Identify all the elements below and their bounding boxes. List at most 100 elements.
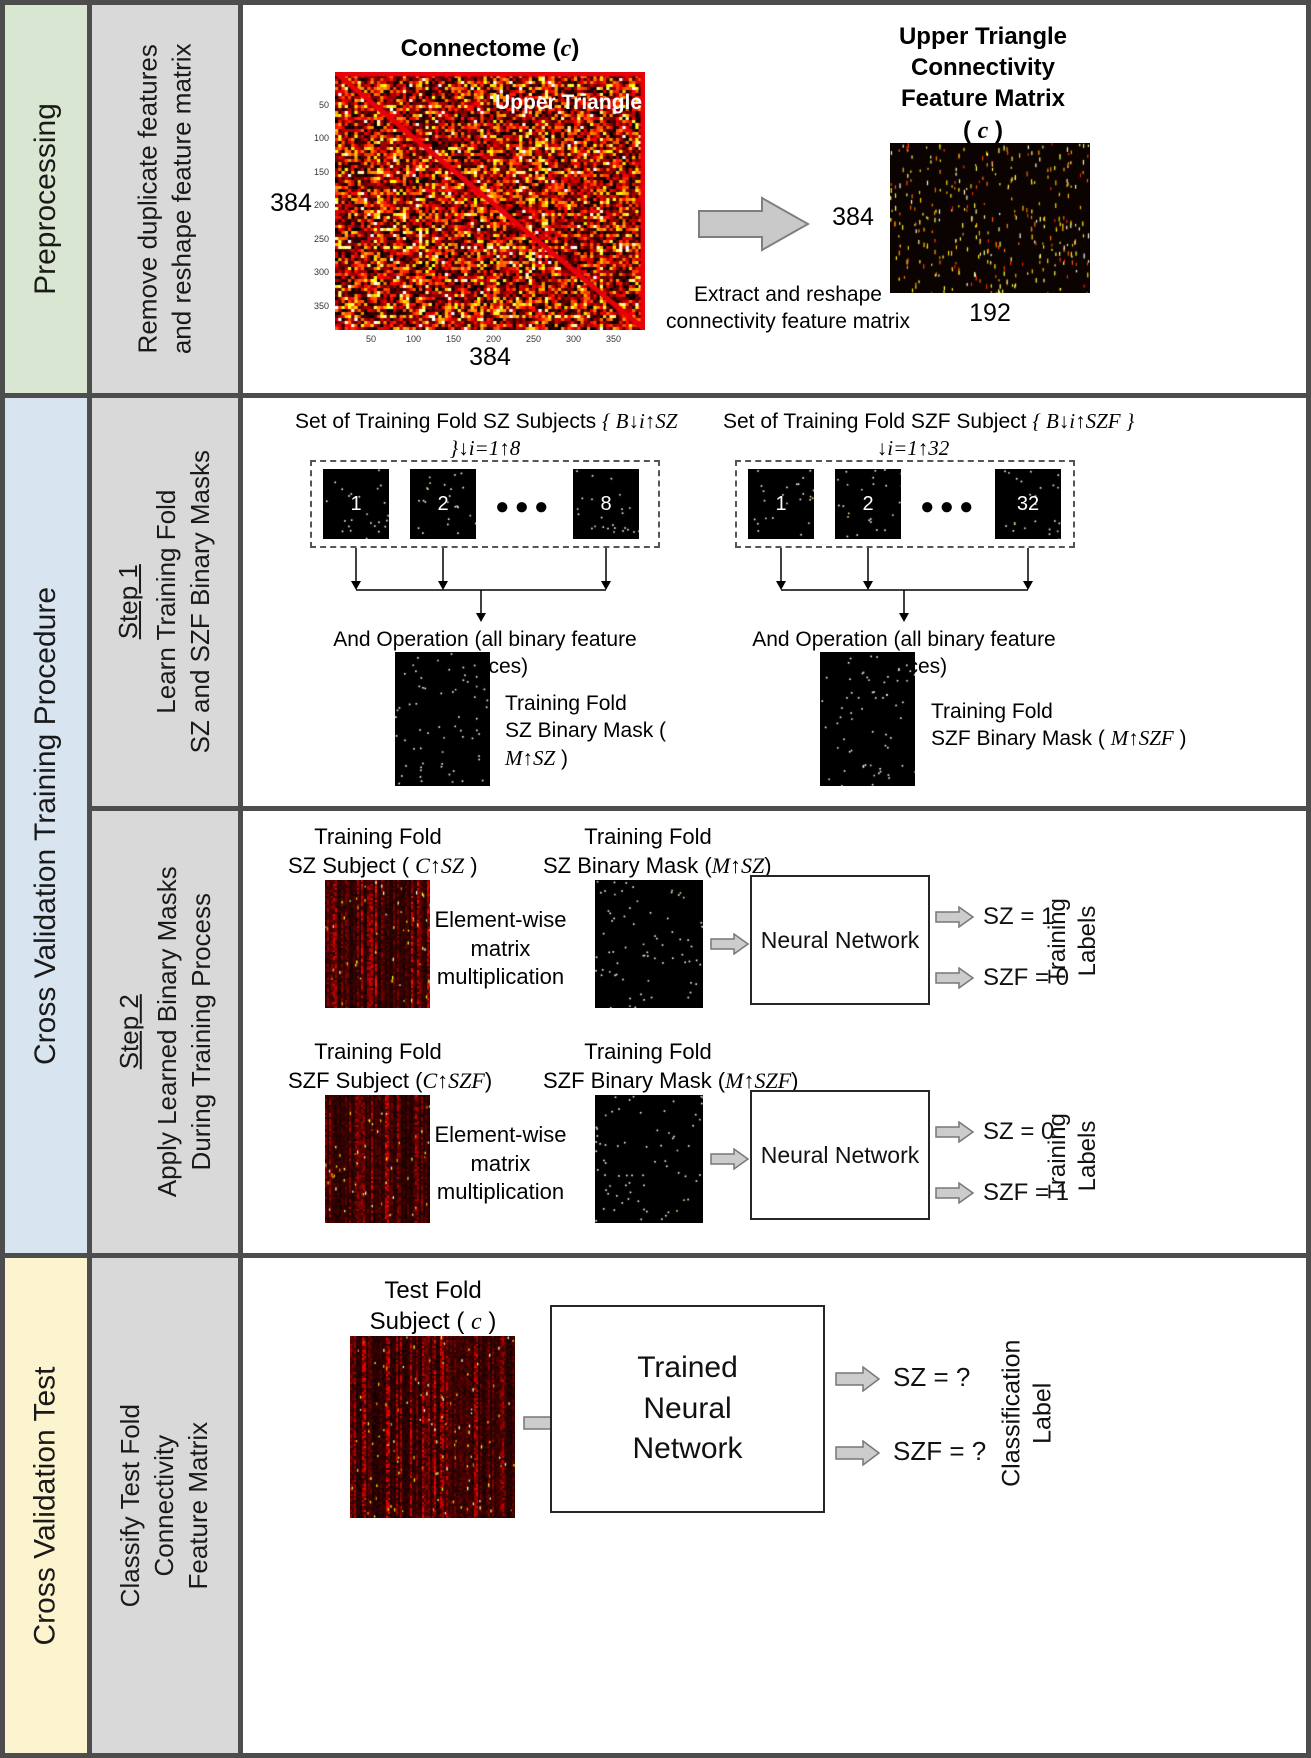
szf-elementwise-label: Element-wise matrix multiplication [434, 1122, 567, 1205]
szf-out-top-label: SZ = 0 [983, 1118, 1055, 1145]
axis-tick-label: 150 [446, 334, 462, 344]
axis-tick-label: 200 [486, 334, 502, 344]
szf-set-title: Set of Training Fold SZF Subject { B↓i↑S… [723, 409, 1135, 461]
szf-training-labels-side: Training Labels [1044, 1113, 1102, 1199]
step1-content: Set of Training Fold SZ Subjects { B↓i↑S… [243, 398, 1306, 806]
step2-band: Step 2 Apply Learned Binary Masks During… [92, 811, 238, 1253]
sz-nn-input-arrow-icon [710, 933, 750, 955]
reshape-arrow-caption: Extract and reshape connectivity feature… [666, 283, 910, 334]
sz-out-bottom-arrow-icon [935, 967, 975, 989]
szf-fanin-arrows [776, 548, 1033, 622]
sz-training-labels-side: Training Labels [1044, 898, 1102, 984]
step1-band: Step 1 Learn Training Fold SZ and SZF Bi… [92, 398, 238, 806]
training-procedure-label: Cross Validation Training Procedure [29, 586, 62, 1065]
szf-out-bottom-label: SZF = 1 [983, 1179, 1070, 1206]
connectome-left-dim: 384 [270, 189, 312, 217]
training-procedure-band: Cross Validation Training Procedure [5, 398, 87, 1253]
axis-tick-label: 250 [526, 334, 542, 344]
szf-mask-caption: Training Fold SZF Binary Mask ( M↑SZF ) [931, 700, 1187, 751]
sz-ellipsis-dots: ●●● [495, 493, 554, 520]
feature-matrix-bottom-dim: 192 [969, 299, 1011, 327]
step2-title: Step 2 [113, 994, 144, 1070]
sz-fanin-arrows [351, 548, 611, 622]
axis-tick-label: 200 [313, 200, 329, 210]
connectome-title: Connectome (c) [400, 35, 580, 62]
test-out-bottom-arrow-icon [835, 1440, 881, 1466]
feature-matrix [890, 143, 1090, 293]
test-subject-matrix [350, 1336, 515, 1518]
sz-neural-network-box: Neural Network [750, 875, 930, 1005]
sz-elementwise-label: Element-wise matrix multiplication [434, 907, 567, 990]
connectome-xtick-labels: 50 100 150 200 250 300 350 [335, 333, 645, 347]
sz-train-mask-matrix [595, 880, 703, 1008]
szf-train-subject-caption: Training Fold SZF Subject (C↑SZF) [288, 1039, 493, 1093]
szf-ellipsis-dots: ●●● [920, 493, 979, 520]
axis-tick-label: 50 [318, 99, 329, 110]
sz-square-8-matrix [573, 469, 639, 539]
szf-subject-square-1: 1 [748, 469, 814, 539]
szf-train-mask-caption: Training Fold SZF Binary Mask (M↑SZF) [543, 1039, 799, 1093]
sz-out-bottom-label: SZF = 0 [983, 964, 1070, 991]
axis-tick-label: 350 [313, 300, 329, 311]
feature-matrix-title: Upper Triangle Connectivity Feature Matr… [898, 23, 1068, 144]
szf-square-1-matrix [748, 469, 814, 539]
sz-train-mask-caption: Training Fold SZ Binary Mask (M↑SZ) [543, 824, 772, 878]
szf-square-2-matrix [835, 469, 901, 539]
axis-tick-label: 300 [313, 267, 329, 277]
sz-mask-caption: Training Fold SZ Binary Mask ( M↑SZ ) [505, 692, 667, 770]
szf-neural-network-box: Neural Network [750, 1090, 930, 1220]
step1-band-label: Step 1 Learn Training Fold SZ and SZF Bi… [113, 450, 215, 754]
test-step-band: Classify Test Fold Connectivity Feature … [92, 1258, 238, 1753]
test-out-top-arrow-icon [835, 1366, 881, 1392]
step2-band-label: Step 2 Apply Learned Binary Masks During… [113, 866, 215, 1198]
szf-square-32-matrix [995, 469, 1061, 539]
szf-train-mask-matrix [595, 1095, 703, 1223]
axis-tick-label: 150 [313, 166, 329, 177]
reshape-arrow-icon [698, 196, 810, 252]
step2-content: Training Fold SZ Subject ( C↑SZ ) Elemen… [243, 811, 1306, 1253]
sz-out-top-label: SZ = 1 [983, 903, 1055, 930]
sz-square-2-matrix [410, 469, 476, 539]
connectome-ytick-labels: 50 100 150 200 250 300 350 [305, 72, 331, 330]
sz-train-subject-caption: Training Fold SZ Subject ( C↑SZ ) [288, 824, 478, 878]
sz-square-1-matrix [323, 469, 389, 539]
connectome-heatmap [335, 72, 645, 330]
axis-tick-label: 300 [566, 334, 582, 344]
sz-set-title: Set of Training Fold SZ Subjects { B↓i↑S… [295, 409, 678, 461]
axis-tick-label: 350 [606, 334, 622, 344]
szf-subject-square-32: 32 [995, 469, 1061, 539]
szf-subject-set-box [735, 460, 1075, 548]
szf-nn-input-arrow-icon [710, 1148, 750, 1170]
test-subject-caption: Test Fold Subject ( c ) [369, 1277, 497, 1336]
test-band: Cross Validation Test [5, 1258, 87, 1753]
test-out-top-label: SZ = ? [893, 1362, 971, 1392]
feature-matrix-left-dim: 384 [832, 203, 874, 231]
sz-train-subject-matrix [325, 880, 430, 1008]
sz-subject-square-8: 8 [573, 469, 639, 539]
sz-subject-square-1: 1 [323, 469, 389, 539]
szf-out-bottom-arrow-icon [935, 1182, 975, 1204]
axis-tick-label: 250 [313, 233, 329, 244]
preprocessing-step-band: Remove duplicate features and reshape fe… [92, 5, 238, 393]
sz-binary-mask-matrix [395, 652, 490, 786]
trained-neural-network-box: Trained Neural Network [550, 1305, 825, 1513]
test-out-bottom-label: SZF = ? [893, 1436, 987, 1466]
step1-title: Step 1 [113, 564, 144, 640]
upper-triangle-label: Upper Triangle [495, 91, 643, 114]
axis-tick-label: 50 [366, 334, 377, 344]
sz-out-top-arrow-icon [935, 906, 975, 928]
axis-tick-label: 100 [313, 133, 329, 143]
sz-subject-set-box [310, 460, 660, 548]
szf-subject-square-2: 2 [835, 469, 901, 539]
test-content: Test Fold Subject ( c ) Trained Neural N… [243, 1258, 1306, 1753]
preprocessing-band: Preprocessing [5, 5, 87, 393]
szf-train-subject-matrix [325, 1095, 430, 1223]
test-band-label: Cross Validation Test [29, 1365, 62, 1646]
szf-out-top-arrow-icon [935, 1121, 975, 1143]
test-step-label: Classify Test Fold Connectivity Feature … [115, 1403, 213, 1608]
sz-subject-square-2: 2 [410, 469, 476, 539]
axis-tick-label: 100 [406, 334, 422, 344]
preprocessing-band-label: Preprocessing [29, 103, 63, 295]
connectome-bottom-dim: 384 [469, 343, 511, 371]
